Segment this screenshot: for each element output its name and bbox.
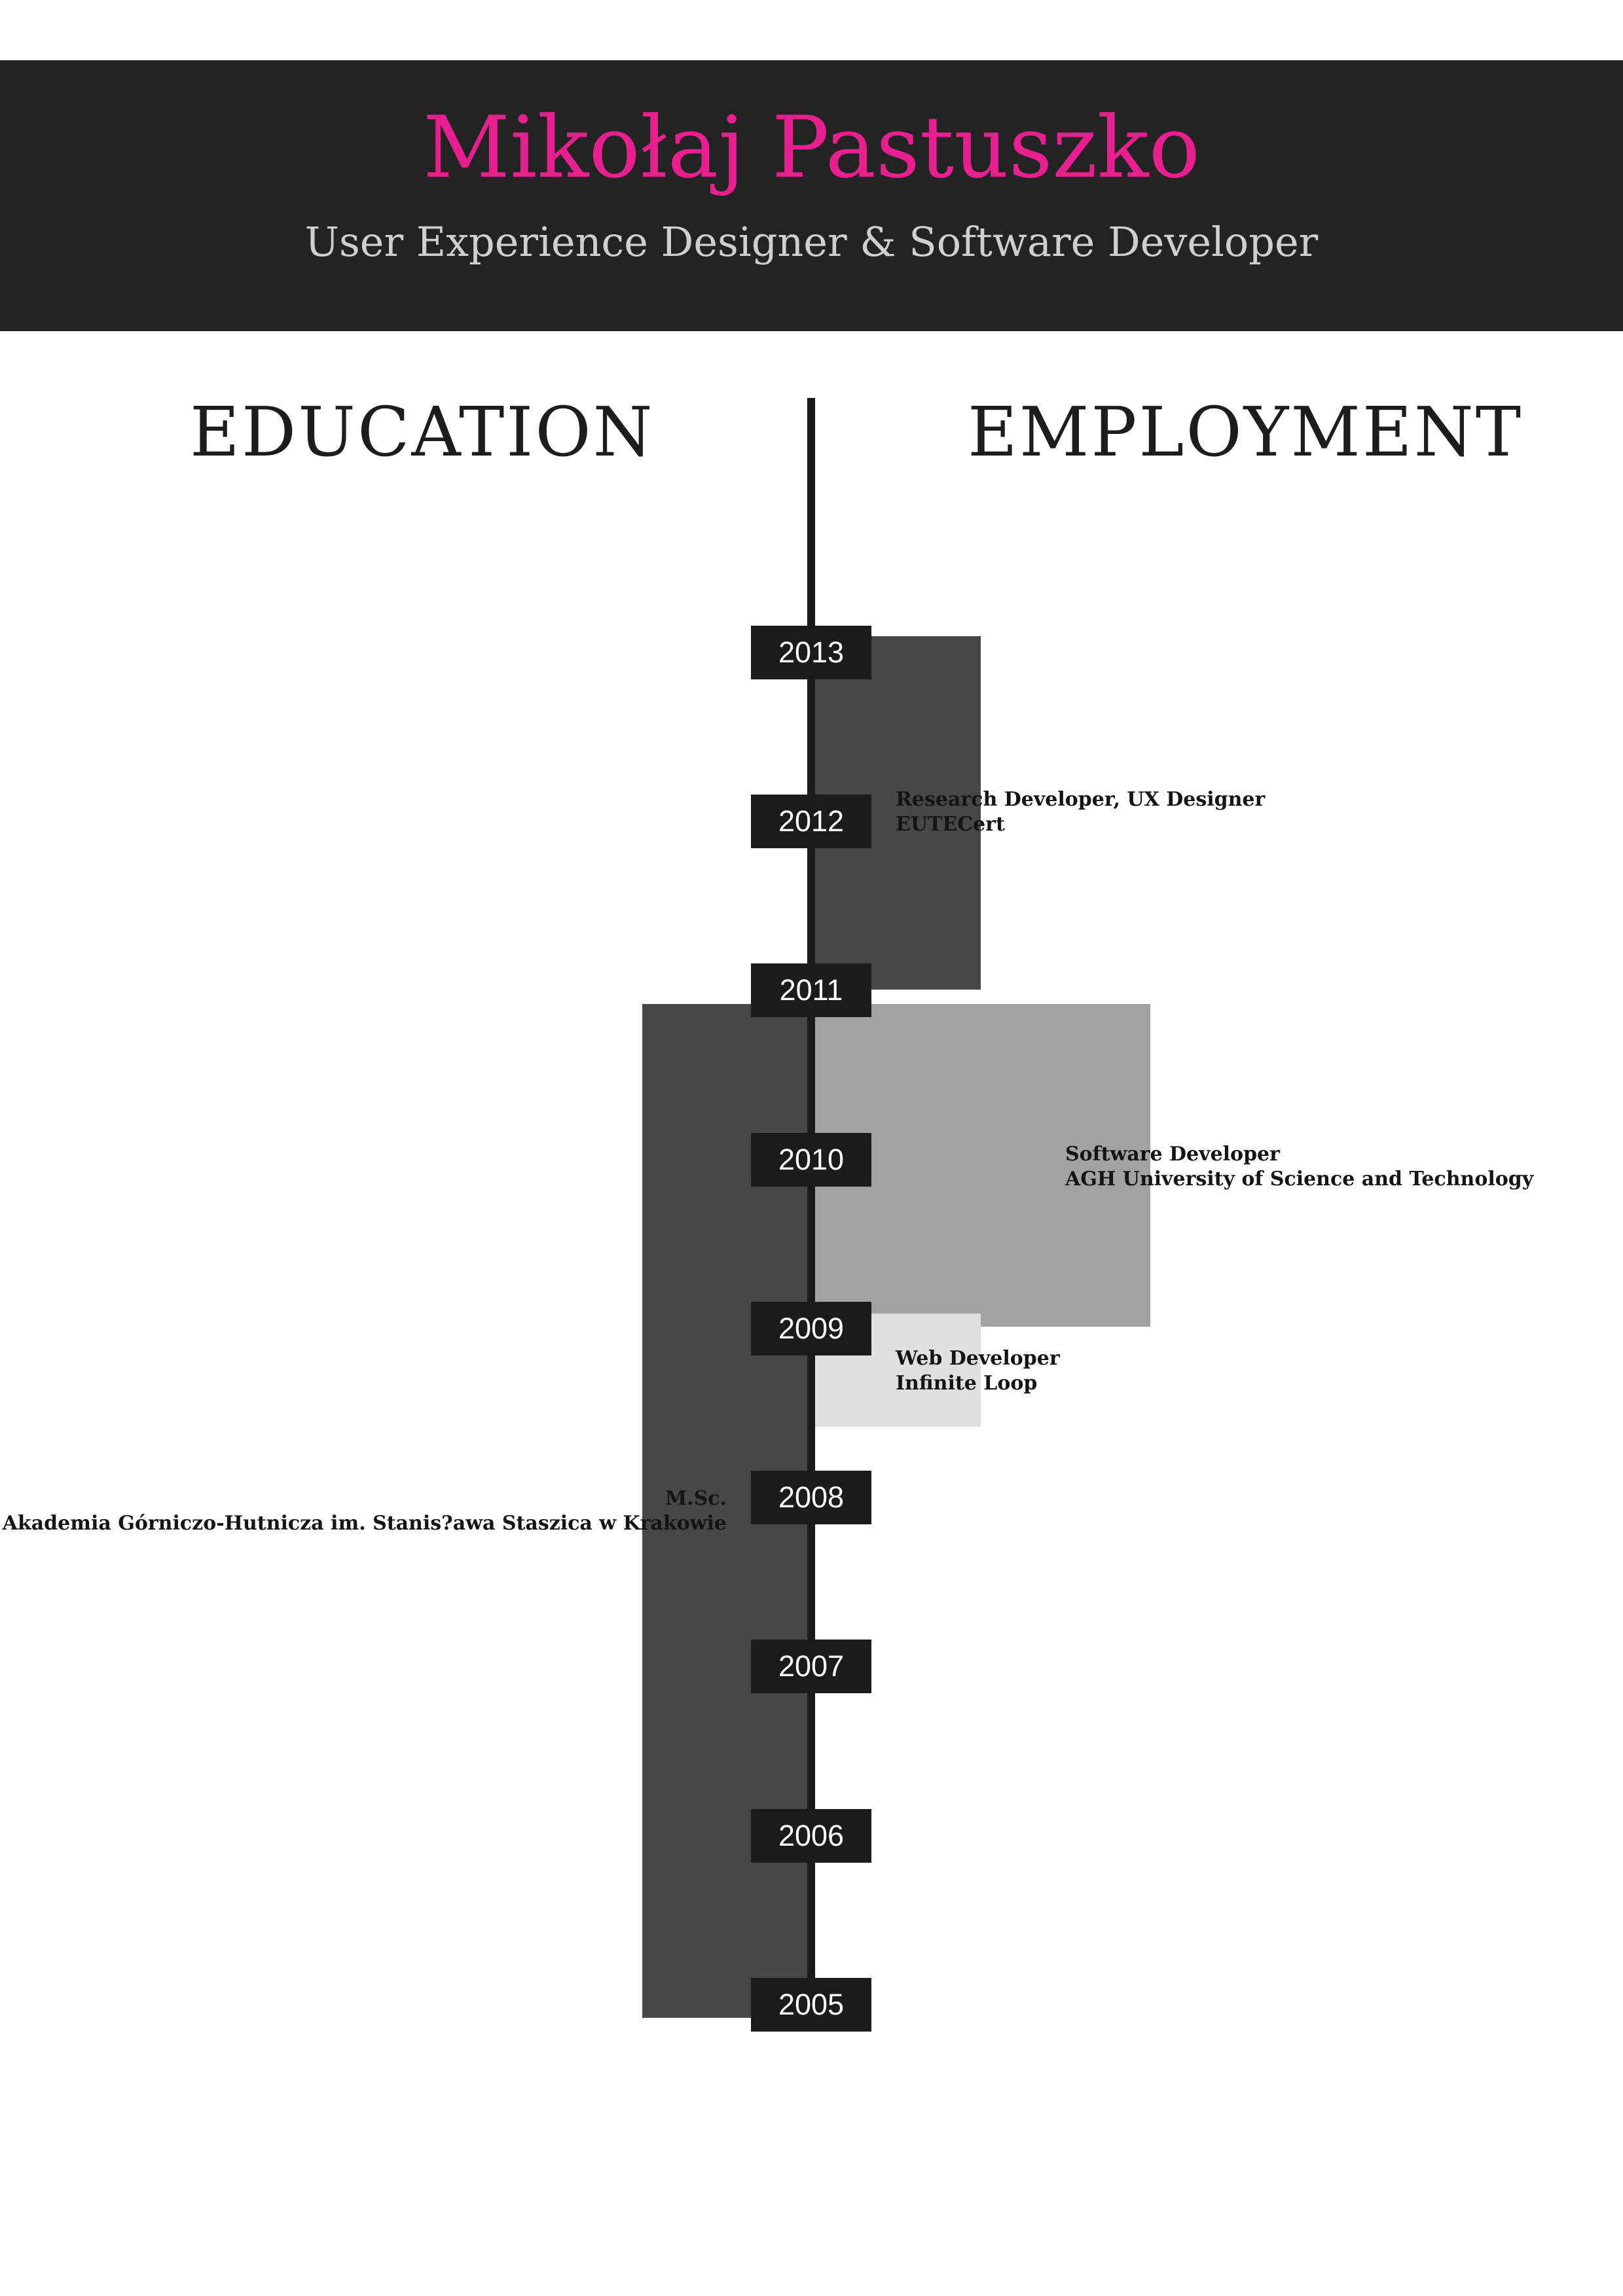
entry-company: Infinite Loop (896, 1372, 1038, 1395)
infinite-loop-entry: Web Developer Infinite Loop (896, 1346, 1060, 1396)
year-label: 2012 (751, 795, 871, 848)
person-name: Mikołaj Pastuszko (422, 98, 1201, 197)
year-label: 2008 (751, 1471, 871, 1524)
entry-role: Research Developer, UX Designer (896, 788, 1266, 811)
job-title: User Experience Designer & Software Deve… (304, 218, 1319, 266)
year-label: 2013 (751, 626, 871, 679)
education-entry: M.Sc. Akademia Górniczo-Hutnicza im. Sta… (3, 1486, 727, 1536)
year-label: 2007 (751, 1640, 871, 1693)
entry-role: Web Developer (896, 1347, 1060, 1370)
year-label: 2006 (751, 1809, 871, 1863)
education-heading: EDUCATION (190, 392, 655, 472)
header-banner (0, 60, 1623, 331)
entry-company: EUTECert (896, 813, 1005, 836)
entry-company: AGH University of Science and Technology (1065, 1168, 1534, 1191)
year-label: 2010 (751, 1133, 871, 1187)
employment-heading: EMPLOYMENT (968, 392, 1523, 472)
eutecert-entry: Research Developer, UX Designer EUTECert (896, 787, 1265, 837)
year-label: 2009 (751, 1302, 871, 1355)
entry-institution: Akademia Górniczo-Hutnicza im. Stanis?aw… (2, 1512, 727, 1535)
entry-degree: M.Sc. (665, 1487, 727, 1510)
year-label: 2005 (751, 1978, 871, 2032)
year-label: 2011 (751, 963, 871, 1017)
entry-role: Software Developer (1065, 1143, 1280, 1166)
agh-entry: Software Developer AGH University of Sci… (1065, 1142, 1533, 1192)
